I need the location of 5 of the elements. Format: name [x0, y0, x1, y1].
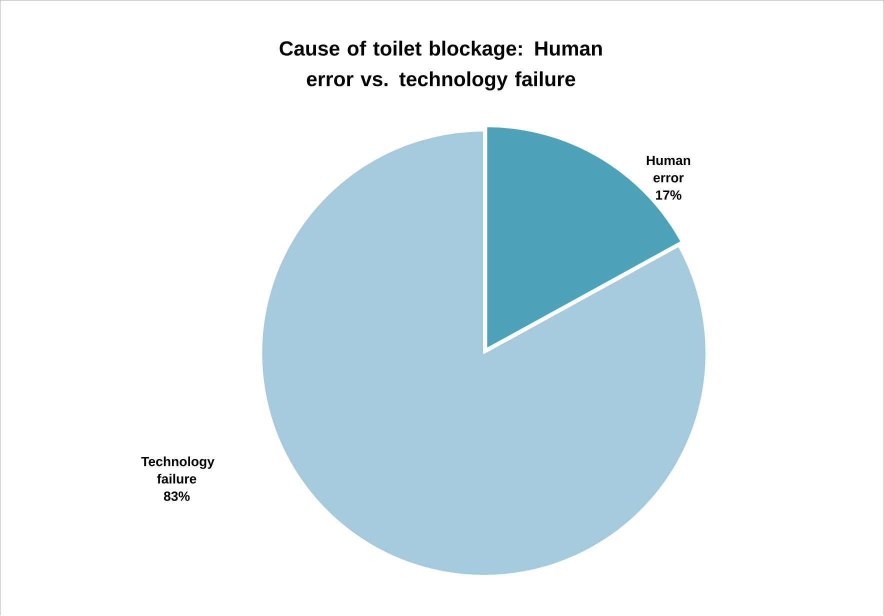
data-label: 17%	[656, 190, 682, 200]
slice-label: Human error	[646, 156, 690, 183]
slice-label: Technology failure	[141, 456, 214, 484]
data-label: 83%	[164, 492, 190, 502]
chart-title: Cause of toilet blockage: Human error vs. technology failure	[280, 40, 602, 91]
